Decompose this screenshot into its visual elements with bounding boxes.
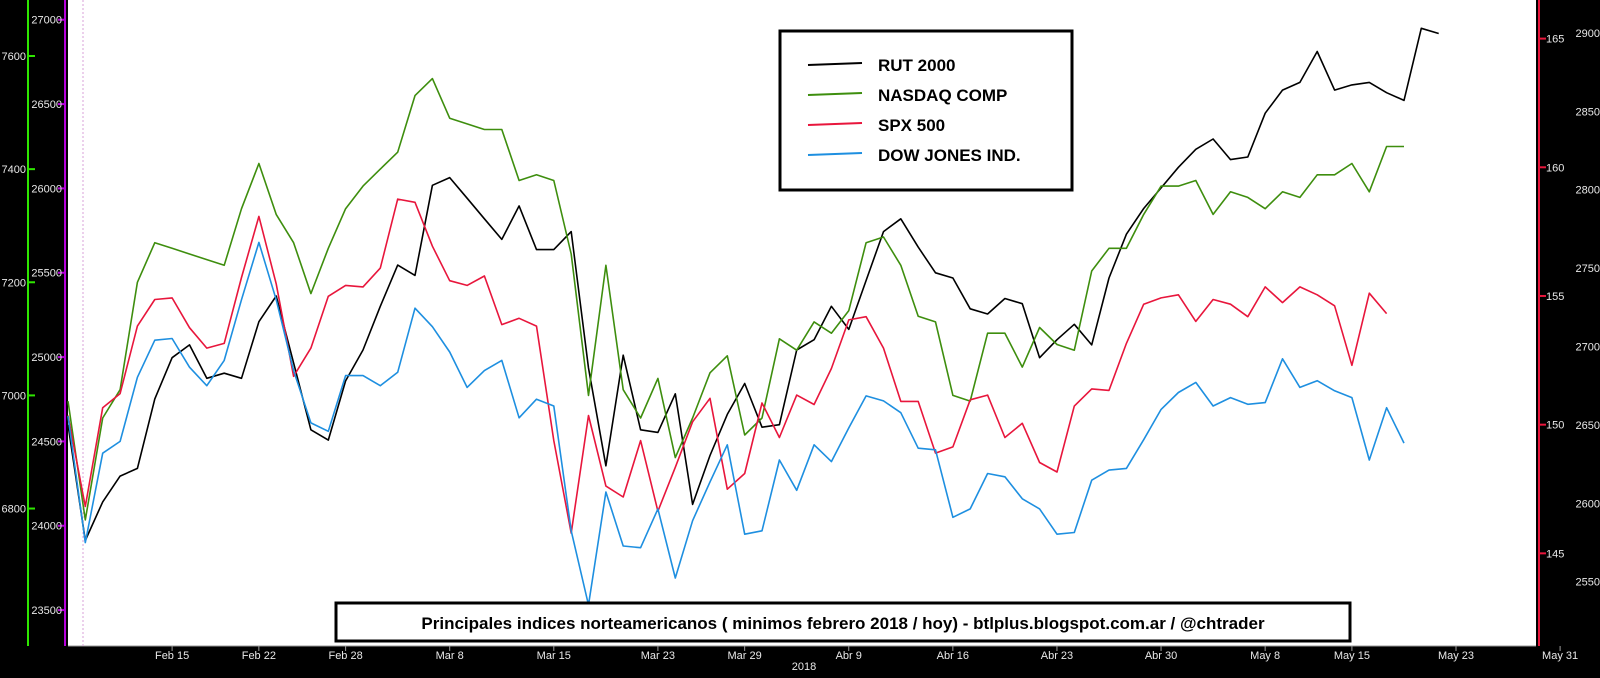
right_inner-tick-label-0: 145 xyxy=(1546,548,1564,560)
x-tick-label-10: Abr 30 xyxy=(1145,650,1177,662)
x-tick-label-2: Feb 28 xyxy=(328,650,362,662)
left_outer-tick-label-3: 7400 xyxy=(2,164,26,176)
x-tick-label-9: Abr 23 xyxy=(1041,650,1073,662)
chart-title: Principales indices norteamericanos ( mi… xyxy=(421,614,1265,633)
right_outer-tick-label-5: 2800 xyxy=(1576,185,1600,197)
x-tick-label-4: Mar 15 xyxy=(537,650,571,662)
right_outer-tick-label-3: 2700 xyxy=(1576,342,1600,354)
right_outer-tick-label-1: 2600 xyxy=(1576,498,1600,510)
x-tick-label-12: May 15 xyxy=(1334,650,1370,662)
right_outer-tick-label-2: 2650 xyxy=(1576,420,1600,432)
legend-label-2: SPX 500 xyxy=(878,116,945,135)
left_inner-tick-label-5: 26000 xyxy=(31,183,62,195)
left_outer-tick-label-2: 7200 xyxy=(2,277,26,289)
series-line-0 xyxy=(67,27,1439,542)
left_inner-tick-label-1: 24000 xyxy=(31,521,62,533)
x-tick-label-3: Mar 8 xyxy=(436,650,464,662)
x-tick-label-6: Mar 29 xyxy=(728,650,762,662)
left_inner-tick-label-2: 24500 xyxy=(31,436,62,448)
legend-label-0: RUT 2000 xyxy=(878,56,955,75)
x-axis-year-label: 2018 xyxy=(792,661,816,673)
legend-items: RUT 2000 NASDAQ COMP SPX 500 DOW JONES IND. xyxy=(807,56,1021,165)
left_inner-tick-label-0: 23500 xyxy=(31,605,62,617)
x-tick-label-13: May 23 xyxy=(1438,650,1474,662)
legend-swatch-0 xyxy=(807,62,863,66)
right_outer-tick-label-6: 2850 xyxy=(1576,106,1600,118)
series-line-3 xyxy=(67,241,1405,606)
left_inner-tick-label-4: 25500 xyxy=(31,268,62,280)
x-tick-label-5: Mar 23 xyxy=(641,650,675,662)
series-line-1 xyxy=(67,77,1404,521)
legend: RUT 2000 NASDAQ COMP SPX 500 DOW JONES IND. xyxy=(778,29,1074,192)
legend-label-3: DOW JONES IND. xyxy=(878,146,1021,165)
x-tick-label-7: Abr 9 xyxy=(836,650,862,662)
x-tick-label-1: Feb 22 xyxy=(242,650,276,662)
title-frame xyxy=(334,601,1352,643)
legend-swatch-1 xyxy=(807,92,863,96)
right_outer-tick-label-4: 2750 xyxy=(1576,263,1600,275)
right_inner-tick-label-2: 155 xyxy=(1546,291,1564,303)
left_outer-tick-label-1: 7000 xyxy=(2,390,26,402)
ticks-layer: 6800 7000 7200 7400 7600 23500 24000 24500 25000… xyxy=(2,15,1600,662)
right_outer-tick-label-7: 2900 xyxy=(1576,28,1600,40)
legend-label-1: NASDAQ COMP xyxy=(878,86,1007,105)
left_inner-tick-label-7: 27000 xyxy=(31,15,62,27)
x-tick-label-8: Abr 16 xyxy=(937,650,969,662)
right_outer-tick-label-0: 2550 xyxy=(1576,577,1600,589)
right_inner-tick-label-3: 160 xyxy=(1546,162,1564,174)
left_outer-tick-label-0: 6800 xyxy=(2,504,26,516)
left_inner-tick-label-3: 25000 xyxy=(31,352,62,364)
title-box: Principales indices norteamericanos ( mi… xyxy=(334,601,1352,643)
legend-swatch-3 xyxy=(807,152,863,156)
left_inner-tick-label-6: 26500 xyxy=(31,99,62,111)
right_inner-tick-label-4: 165 xyxy=(1546,34,1564,46)
legend-swatch-2 xyxy=(807,122,863,126)
x-tick-label-14: May 31 xyxy=(1542,650,1578,662)
x-tick-label-11: May 8 xyxy=(1250,650,1280,662)
x-tick-label-0: Feb 15 xyxy=(155,650,189,662)
right_inner-tick-label-1: 150 xyxy=(1546,420,1564,432)
left_outer-tick-label-4: 7600 xyxy=(2,51,26,63)
series-layer xyxy=(67,27,1439,606)
legend-box xyxy=(778,29,1074,192)
